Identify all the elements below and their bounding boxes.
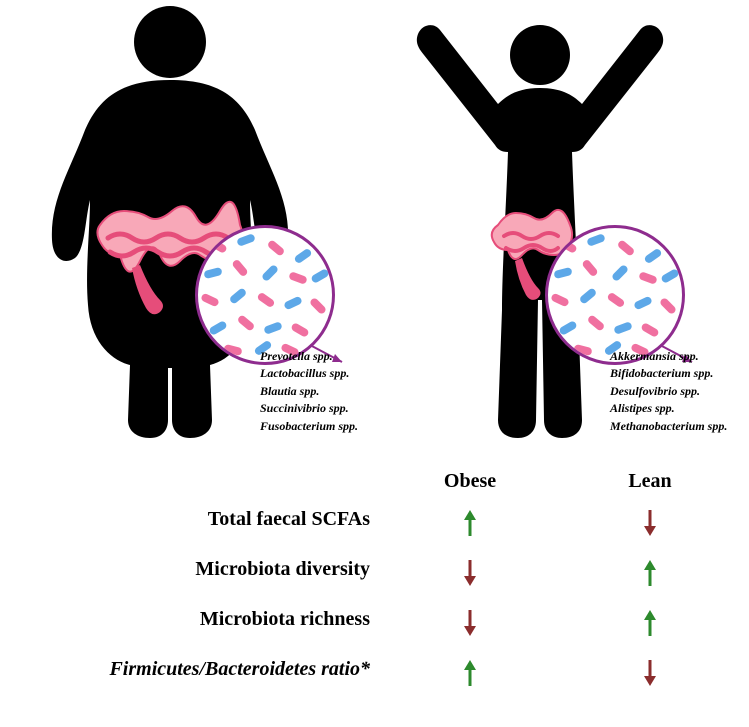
table-row: Microbiota diversity (0, 558, 749, 598)
up-arrow-icon (642, 608, 658, 638)
obese-trend (410, 558, 530, 593)
down-arrow-icon (642, 658, 658, 688)
obese-species-list: Prevotella spp.Lactobacillus spp.Blautia… (260, 348, 358, 435)
table-row: Total faecal SCFAs (0, 508, 749, 548)
metric-label: Firmicutes/Bacteroidetes ratio* (0, 658, 380, 681)
table-row: Microbiota richness (0, 608, 749, 648)
obese-trend (410, 608, 530, 643)
species-item: Succinivibrio spp. (260, 400, 358, 417)
species-item: Blautia spp. (260, 383, 358, 400)
metric-label: Microbiota diversity (0, 558, 380, 581)
up-arrow-icon (462, 658, 478, 688)
header-lean: Lean (590, 470, 710, 493)
lean-trend (590, 608, 710, 643)
down-arrow-icon (642, 508, 658, 538)
header-obese: Obese (410, 470, 530, 493)
up-arrow-icon (642, 558, 658, 588)
metric-label: Total faecal SCFAs (0, 508, 380, 531)
species-item: Akkermansia spp. (610, 348, 727, 365)
species-item: Prevotella spp. (260, 348, 358, 365)
species-item: Desulfovibrio spp. (610, 383, 727, 400)
species-item: Methanobacterium spp. (610, 418, 727, 435)
table-row: Firmicutes/Bacteroidetes ratio* (0, 658, 749, 698)
metric-label: Microbiota richness (0, 608, 380, 631)
species-item: Fusobacterium spp. (260, 418, 358, 435)
comparison-table: Obese Lean Total faecal SCFAs Microbiota… (0, 470, 749, 500)
species-item: Alistipes spp. (610, 400, 727, 417)
lean-trend (590, 508, 710, 543)
lean-trend (590, 658, 710, 693)
figures-row: Prevotella spp.Lactobacillus spp.Blautia… (0, 0, 749, 460)
lean-trend (590, 558, 710, 593)
down-arrow-icon (462, 608, 478, 638)
down-arrow-icon (462, 558, 478, 588)
obese-trend (410, 508, 530, 543)
species-item: Bifidobacterium spp. (610, 365, 727, 382)
species-item: Lactobacillus spp. (260, 365, 358, 382)
obese-trend (410, 658, 530, 693)
up-arrow-icon (462, 508, 478, 538)
lean-species-list: Akkermansia spp.Bifidobacterium spp.Desu… (610, 348, 727, 435)
